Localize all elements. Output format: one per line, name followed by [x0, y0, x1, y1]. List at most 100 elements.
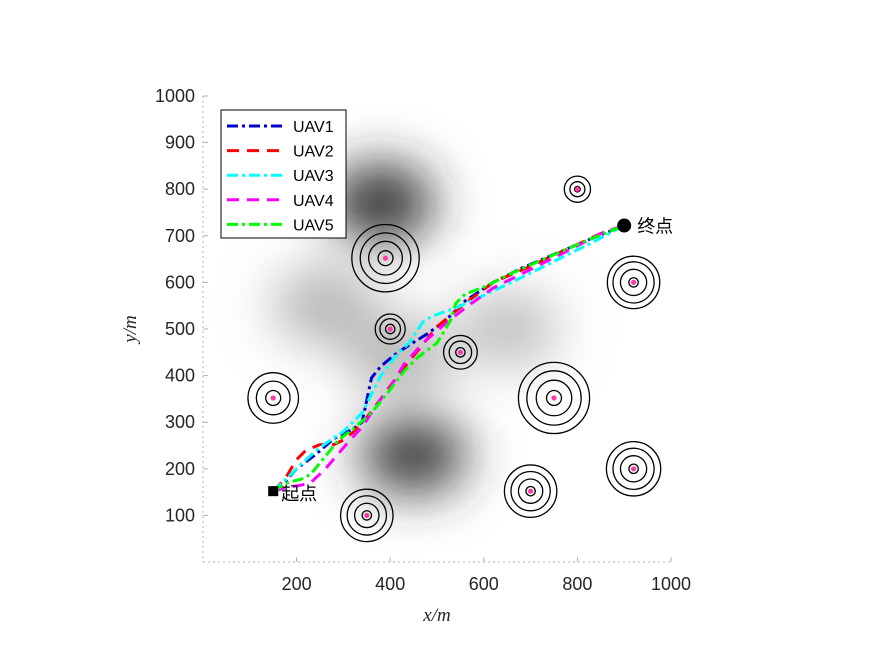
- threat-center: [387, 326, 393, 332]
- threat-zone: [339, 488, 394, 543]
- y-tick-label: 800: [165, 179, 195, 199]
- path-uav3: [272, 224, 625, 493]
- threat-center: [457, 349, 463, 355]
- path-uav1: [272, 224, 625, 493]
- terrain-background: [272, 165, 560, 493]
- threat-ring: [517, 478, 544, 504]
- threat-ring: [535, 379, 573, 417]
- x-tick-label: 600: [469, 574, 499, 594]
- terrain-feature: [347, 318, 452, 395]
- threat-center: [270, 395, 276, 401]
- threat-center: [630, 279, 637, 285]
- legend-item-uav1: UAV1: [227, 119, 334, 136]
- threat-ring: [510, 470, 551, 512]
- threat-ring: [351, 223, 420, 293]
- terrain-feature: [272, 267, 377, 344]
- threat-ring: [605, 441, 662, 497]
- threat-center: [630, 466, 637, 472]
- y-tick-label: 400: [165, 366, 195, 386]
- legend-label: UAV1: [293, 119, 334, 136]
- threat-ring: [628, 277, 639, 288]
- threat-ring: [448, 340, 473, 365]
- start-marker: [268, 486, 279, 497]
- threat-zone: [563, 175, 592, 203]
- end-label: 终点: [637, 217, 673, 238]
- threat-ring: [525, 485, 536, 497]
- threat-ring: [606, 255, 661, 310]
- y-tick-label: 900: [165, 133, 195, 153]
- threat-ring: [569, 181, 586, 198]
- x-tick-label: 800: [562, 574, 592, 594]
- threat-zone: [503, 464, 558, 519]
- terrain-blur-group: [272, 165, 560, 493]
- threat-ring: [368, 240, 404, 276]
- start-label: 起点: [281, 484, 317, 505]
- threat-ring: [377, 250, 394, 267]
- threat-ring: [361, 510, 373, 521]
- threat-zones: [247, 175, 662, 543]
- legend-item-uav2: UAV2: [227, 144, 334, 161]
- end-marker: [617, 218, 632, 233]
- x-tick-label: 200: [282, 574, 312, 594]
- threat-ring: [563, 175, 592, 203]
- legend-box: [220, 109, 347, 239]
- threat-zone: [517, 361, 591, 435]
- threat-ring: [619, 455, 648, 483]
- legend-item-uav3: UAV3: [227, 168, 334, 185]
- x-tick-label: 1000: [651, 574, 691, 594]
- legend-label: UAV5: [293, 217, 334, 234]
- threat-center: [382, 255, 389, 261]
- threat-center: [574, 186, 581, 192]
- path-uav5: [272, 224, 625, 493]
- threat-ring: [612, 261, 655, 304]
- y-axis-label: y/m: [120, 315, 141, 344]
- x-axis-label: x/m: [422, 605, 450, 626]
- threat-ring: [255, 380, 291, 416]
- x-tick-label: 400: [375, 574, 405, 594]
- legend-item-uav4: UAV4: [227, 193, 334, 210]
- threat-ring: [339, 488, 394, 543]
- endpoints: 起点 终点: [268, 217, 673, 505]
- threat-ring: [545, 389, 563, 407]
- y-tick-label: 600: [165, 272, 195, 292]
- threat-ring: [517, 361, 591, 435]
- threat-ring: [265, 389, 282, 407]
- threat-zone: [374, 313, 406, 345]
- threat-center: [551, 395, 557, 401]
- threat-ring: [374, 313, 406, 345]
- legend: UAV1 UAV2 UAV3 UAV4 UAV5: [220, 109, 347, 239]
- threat-ring: [359, 232, 412, 285]
- threat-zone: [605, 441, 662, 497]
- legend-label: UAV3: [293, 168, 334, 185]
- threat-center: [364, 512, 370, 519]
- terrain-feature: [455, 291, 560, 367]
- threat-ring: [526, 370, 582, 426]
- legend-label: UAV4: [293, 193, 334, 210]
- legend-item-uav5: UAV5: [227, 217, 334, 234]
- threat-ring: [455, 346, 466, 358]
- threat-center: [528, 488, 534, 494]
- uav-paths: [272, 224, 625, 493]
- threat-ring: [247, 372, 300, 424]
- threat-ring: [612, 447, 655, 491]
- threat-zone: [442, 334, 478, 370]
- threat-ring: [503, 464, 558, 519]
- y-tick-label: 1000: [155, 86, 195, 106]
- y-tick-label: 300: [165, 412, 195, 432]
- y-tick-label: 200: [165, 459, 195, 479]
- terrain-feature: [328, 165, 433, 242]
- axes: 200 400 600 800 1000 100 200 300 400 500 600 700 800…: [155, 86, 691, 594]
- threat-ring: [573, 185, 581, 193]
- legend-label: UAV2: [293, 144, 334, 161]
- threat-zone: [351, 223, 420, 293]
- threat-zone: [606, 255, 661, 310]
- threat-ring: [353, 502, 380, 529]
- threat-ring: [442, 334, 478, 370]
- terrain-feature: [361, 416, 466, 493]
- y-tick-label: 100: [165, 505, 195, 525]
- y-tick-label: 500: [165, 319, 195, 339]
- threat-ring: [619, 268, 648, 297]
- threat-zone: [247, 372, 300, 424]
- threat-ring: [628, 463, 639, 475]
